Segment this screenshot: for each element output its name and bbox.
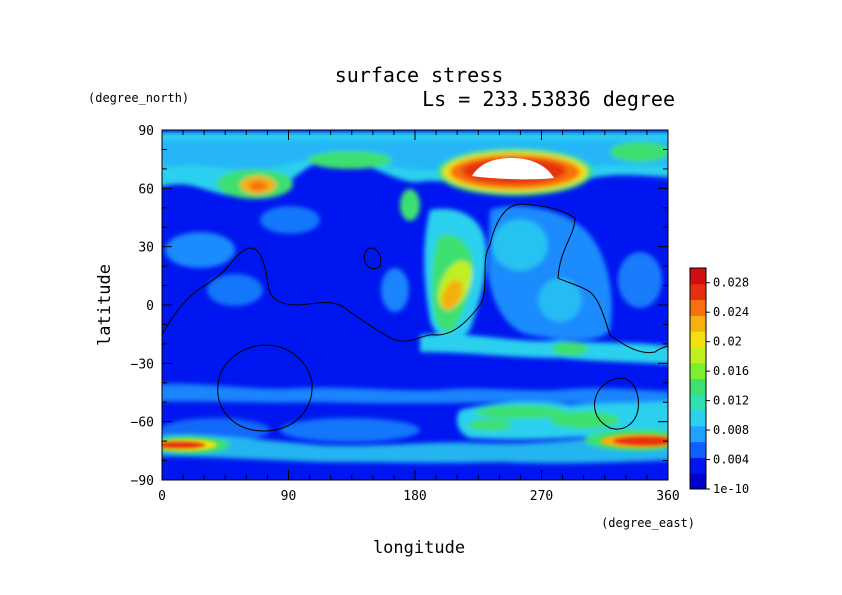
x-tick-label: 180 [403,489,426,504]
colorbar-tick-label: 0.016 [713,364,749,378]
colorbar-tick-label: 0.02 [713,335,742,349]
x-tick-label: 0 [158,489,166,504]
x-tick-label: 360 [656,489,679,504]
y-tick-label: −60 [131,416,154,431]
colorbar-cell [690,473,706,490]
y-tick-label: 60 [138,182,154,197]
y-unit-label: (degree_north) [88,91,189,105]
contour-dichotomy [162,203,668,354]
colorbar-cell [690,441,706,458]
north-green-edge [610,142,668,162]
south-band [162,430,668,464]
plot-area: 0 90 180 270 360 90 60 30 0 −30 −60 −90 [131,124,680,504]
band-s52-west [280,418,420,442]
colorbar-cell [690,394,706,411]
south-east-red [613,436,668,446]
y-tick-label: 0 [146,299,154,314]
colorbar-cell [690,268,706,285]
contour-hellas [217,344,313,432]
band-s52-green-1 [475,405,565,419]
east-area-patch [538,278,582,322]
y-tick-label: −90 [131,474,154,489]
band-s15-green [552,342,588,356]
colorbar-tick-label: 1e-10 [713,482,749,496]
band-s40 [162,383,668,405]
colorbar-cell [690,362,706,379]
north-max-white [472,158,554,180]
colorbar-cell [690,346,706,364]
patch-n30-west [165,232,235,268]
chart-title: surface stress [335,63,504,87]
stress-field [162,130,668,480]
y-tick-label: 90 [138,124,154,139]
chart-subtitle: Ls = 233.53836 degree [422,87,675,111]
contour-north-small [363,247,382,270]
colorbar-cell [690,283,706,301]
colorbar-cell [690,299,706,316]
band-s52-green-2 [550,411,620,429]
y-axis: 90 60 30 0 −30 −60 −90 [131,124,668,489]
colorbar-tick-label: 0.004 [713,453,749,467]
y-axis-label: latitude [95,264,115,346]
colorbar-tick-label: 0.008 [713,423,749,437]
y-tick-label: 30 [138,241,154,256]
y-tick-label: −30 [131,357,154,372]
north-green-mid [308,151,392,169]
south-west-red [162,441,206,449]
colorbar: 0.028 0.024 0.02 0.016 0.012 0.008 0.004 1e-10 [689,267,749,496]
topography-contours [162,203,668,432]
patch-n10 [207,274,263,306]
patch-n55-sw [400,189,420,221]
tharsis-jet-core [441,280,463,310]
colorbar-cell [690,315,706,332]
x-axis-label: longitude [373,538,465,558]
colorbar-tick-label: 0.024 [713,305,749,319]
colorbar-ticks: 0.028 0.024 0.02 0.016 0.012 0.008 0.004 1e-10 [706,276,749,496]
patch-eq-mid [381,268,409,312]
colorbar-cell [690,331,706,348]
colorbar-cell [690,457,706,474]
colorbar-cells [690,268,706,490]
x-tick-label: 270 [530,489,553,504]
x-tick-label: 90 [281,489,297,504]
x-axis: 0 90 180 270 360 [158,130,680,504]
colorbar-cell [690,378,706,395]
east-area-bright [492,219,548,271]
band-s15 [420,333,668,365]
east-edge-patch [618,252,662,308]
x-unit-label: (degree_east) [601,516,695,530]
colorbar-frame [689,267,707,490]
patch-n30-mid [260,206,320,234]
colorbar-cell [690,425,706,443]
colorbar-cell [690,410,706,427]
contour-argyre [594,377,639,430]
north-hotspot-west-core [249,181,267,191]
colorbar-tick-label: 0.012 [713,394,749,408]
band-s52-green-3 [468,419,512,431]
colorbar-tick-label: 0.028 [713,276,749,290]
